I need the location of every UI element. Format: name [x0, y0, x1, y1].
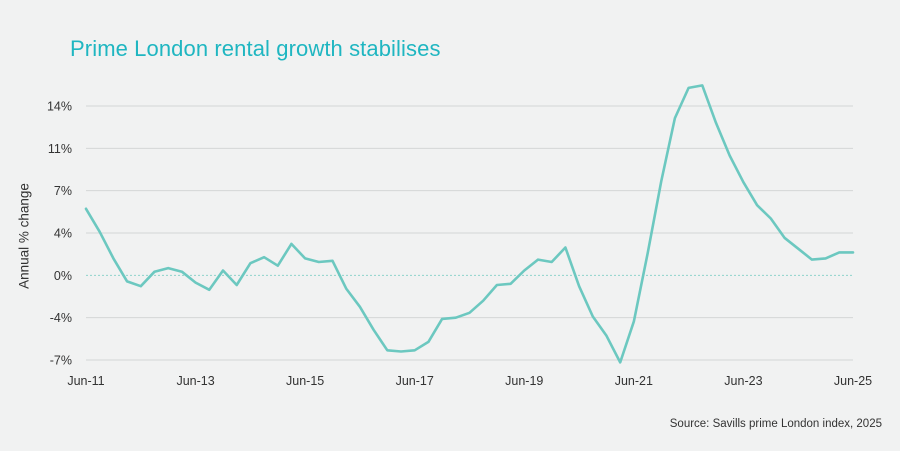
y-tick-label: -4% — [50, 311, 72, 325]
x-tick-label: Jun-15 — [286, 374, 324, 388]
x-tick-label: Jun-17 — [396, 374, 434, 388]
x-axis-ticks: Jun-11 Jun-13 Jun-15 Jun-17 Jun-19 Jun-21 Jun-… — [67, 374, 872, 388]
x-tick-label: Jun-13 — [176, 374, 214, 388]
x-tick-label: Jun-23 — [724, 374, 762, 388]
series-line — [84, 84, 855, 364]
y-tick-label: 7% — [54, 184, 72, 198]
y-tick-label: 4% — [54, 227, 72, 241]
y-tick-label: 0% — [54, 269, 72, 283]
gridlines — [86, 105, 853, 361]
x-tick-label: Jun-11 — [67, 374, 104, 388]
y-tick-label: -7% — [50, 354, 72, 368]
y-tick-label: 11% — [48, 142, 72, 156]
chart-title: Prime London rental growth stabilises — [70, 36, 441, 61]
y-axis-ticks: 14% 11% 7% 4% 0% -4% -7% — [47, 100, 72, 368]
y-tick-label: 14% — [47, 100, 72, 114]
x-tick-label: Jun-25 — [834, 374, 872, 388]
source-note: Source: Savills prime London index, 2025 — [669, 418, 882, 430]
x-tick-label: Jun-21 — [615, 374, 653, 388]
x-tick-label: Jun-19 — [505, 374, 543, 388]
series-layer — [84, 84, 855, 364]
